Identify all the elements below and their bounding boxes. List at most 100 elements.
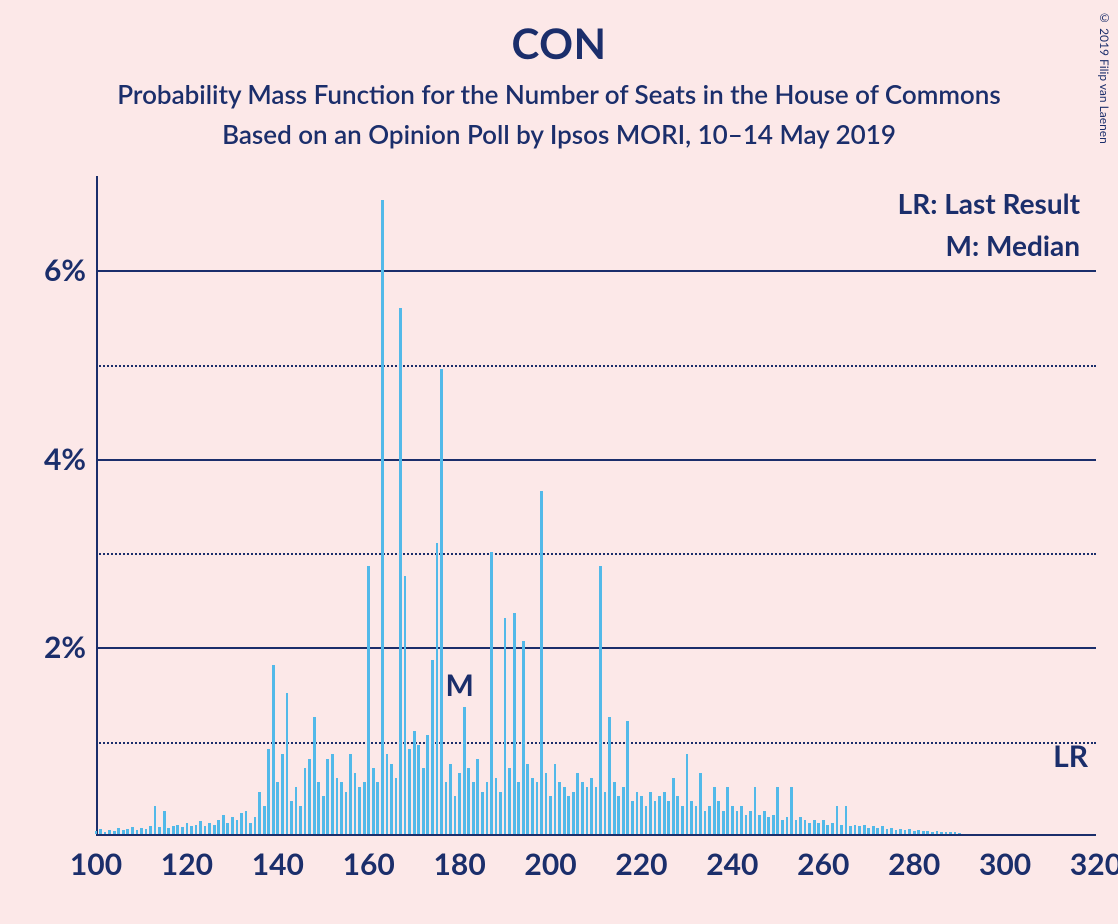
pmf-bar — [772, 815, 775, 834]
pmf-bar — [763, 811, 766, 835]
pmf-bar — [667, 801, 670, 834]
pmf-bar — [390, 764, 393, 835]
legend-m: M: Median — [898, 224, 1080, 266]
x-tick-label: 320 — [1070, 846, 1118, 882]
pmf-bar — [804, 820, 807, 834]
pmf-bar — [595, 787, 598, 834]
pmf-bar — [867, 828, 870, 834]
pmf-bar — [722, 811, 725, 835]
pmf-bar — [717, 801, 720, 834]
pmf-bar — [617, 796, 620, 834]
pmf-bar — [176, 825, 179, 834]
pmf-bar — [640, 796, 643, 834]
pmf-bar — [467, 768, 470, 834]
x-tick-label: 240 — [706, 846, 758, 882]
pmf-bar — [886, 829, 889, 834]
pmf-bar — [458, 773, 461, 834]
pmf-bar — [313, 717, 316, 835]
pmf-bar — [231, 817, 234, 834]
y-tick-label: 4% — [44, 441, 86, 477]
pmf-bar — [563, 787, 566, 834]
pmf-bar — [940, 832, 943, 834]
pmf-bar — [281, 754, 284, 834]
chart-subtitle-1: Probability Mass Function for the Number… — [0, 78, 1118, 110]
pmf-bar — [786, 817, 789, 834]
pmf-bar — [863, 825, 866, 834]
pmf-bar — [240, 813, 243, 834]
pmf-bar — [199, 821, 202, 834]
pmf-bar — [499, 792, 502, 834]
x-tick-label: 280 — [888, 846, 940, 882]
pmf-bar — [317, 782, 320, 834]
pmf-bar — [258, 792, 261, 834]
pmf-bar — [267, 749, 270, 834]
pmf-bar — [154, 806, 157, 834]
pmf-bar — [322, 796, 325, 834]
pmf-bar — [417, 745, 420, 834]
x-tick-label: 100 — [70, 846, 122, 882]
pmf-bar — [486, 782, 489, 834]
x-tick-label: 300 — [979, 846, 1031, 882]
pmf-bar — [672, 778, 675, 834]
pmf-bar — [290, 801, 293, 834]
pmf-bar — [345, 792, 348, 834]
pmf-bar — [817, 823, 820, 834]
pmf-bar — [926, 831, 929, 834]
x-tick-label: 120 — [161, 846, 213, 882]
pmf-bar — [349, 754, 352, 834]
x-axis-line — [96, 834, 1096, 836]
pmf-bar — [331, 754, 334, 834]
pmf-bar — [695, 806, 698, 834]
pmf-bar — [326, 759, 329, 834]
pmf-bar — [699, 773, 702, 834]
pmf-bar — [686, 754, 689, 834]
pmf-bar — [99, 829, 102, 834]
pmf-bar — [658, 796, 661, 834]
pmf-bar — [163, 811, 166, 835]
pmf-bar — [908, 829, 911, 834]
pmf-bar — [249, 823, 252, 834]
pmf-bar — [840, 825, 843, 834]
pmf-bar — [213, 825, 216, 834]
pmf-bar — [445, 782, 448, 834]
pmf-bar — [626, 721, 629, 834]
pmf-bar — [808, 823, 811, 834]
pmf-bar — [108, 830, 111, 834]
pmf-bar — [440, 369, 443, 834]
pmf-bar — [522, 641, 525, 834]
pmf-bar — [726, 787, 729, 834]
pmf-bar — [404, 576, 407, 835]
pmf-bar — [654, 801, 657, 834]
pmf-bar — [745, 815, 748, 834]
plot-area: 2%4%6% 100120140160180200220240260280300… — [96, 176, 1096, 836]
pmf-bar — [158, 827, 161, 834]
pmf-bar — [295, 787, 298, 834]
pmf-bar — [449, 764, 452, 835]
pmf-bar — [117, 828, 120, 834]
x-tick-label: 260 — [797, 846, 849, 882]
pmf-bar — [813, 820, 816, 834]
pmf-bar — [586, 787, 589, 834]
pmf-bar — [576, 773, 579, 834]
pmf-bar — [558, 782, 561, 834]
pmf-bar — [681, 806, 684, 834]
pmf-bar — [849, 826, 852, 834]
pmf-bar — [113, 831, 116, 834]
pmf-bar — [581, 782, 584, 834]
last-result-marker: LR — [1053, 738, 1088, 774]
pmf-bar — [236, 820, 239, 834]
pmf-bar — [95, 831, 98, 834]
pmf-bar — [426, 735, 429, 834]
pmf-bar — [917, 830, 920, 834]
pmf-bar — [372, 768, 375, 834]
x-tick-label: 140 — [252, 846, 304, 882]
pmf-bar — [304, 768, 307, 834]
y-tick-label: 2% — [44, 629, 86, 665]
pmf-bar — [958, 833, 961, 834]
pmf-bar — [836, 806, 839, 834]
pmf-bar — [604, 792, 607, 834]
pmf-bar — [936, 831, 939, 834]
chart-titles: CON Probability Mass Function for the Nu… — [0, 0, 1118, 150]
pmf-bar — [822, 820, 825, 834]
pmf-bar — [954, 832, 957, 834]
